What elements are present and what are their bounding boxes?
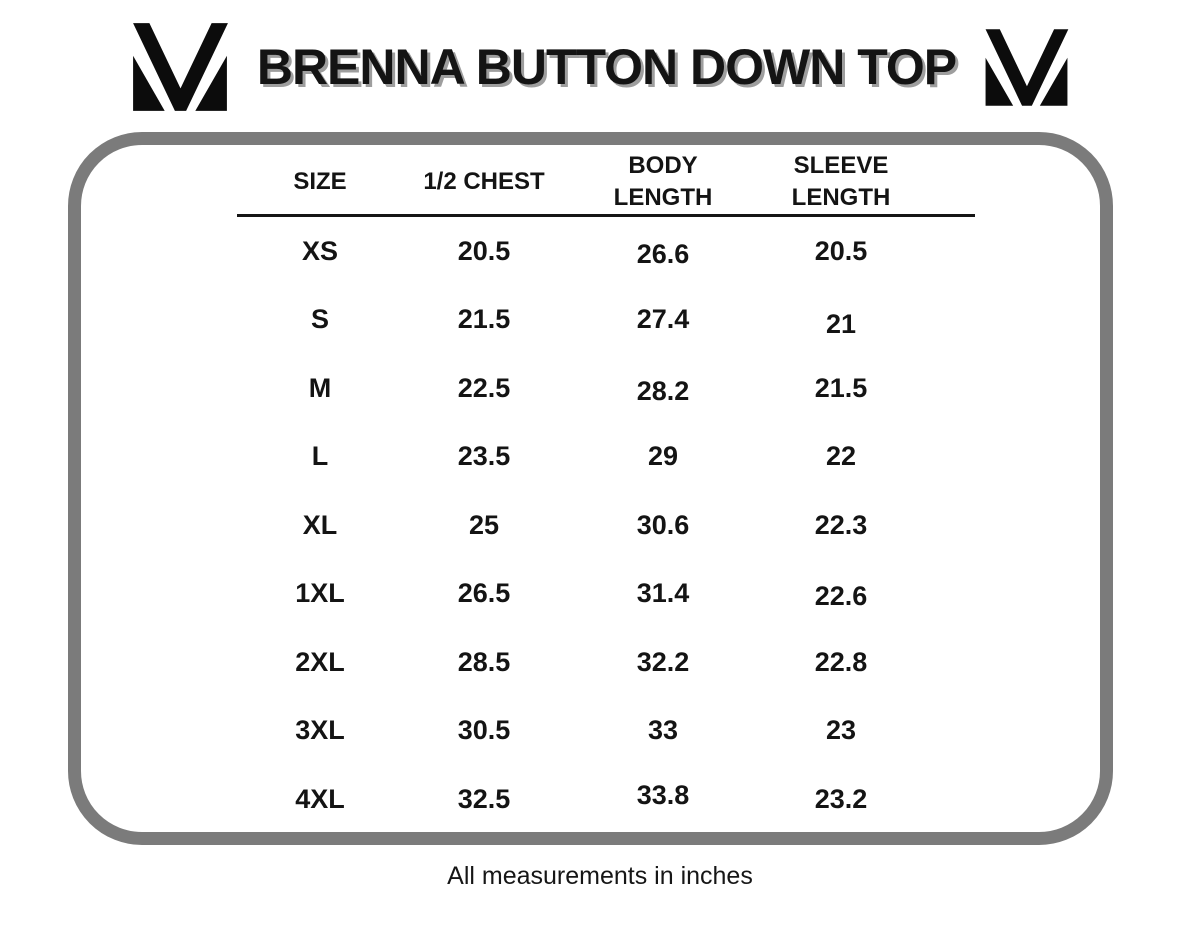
body-length-cell: 32.2: [636, 646, 690, 677]
half-chest-cell: 22.5: [457, 372, 511, 403]
size-cell: S: [310, 304, 329, 335]
brand-m-logo-icon: [132, 23, 228, 111]
table-header-row: SIZE 1/2 CHEST BODY LENGTH SLEEVE LENGTH: [237, 150, 975, 217]
size-cell: L: [311, 441, 329, 472]
half-chest-cell: 20.5: [457, 235, 511, 266]
sleeve-length-cell: 20.5: [814, 235, 868, 266]
size-cell: 3XL: [295, 715, 345, 746]
masthead: BRENNA BUTTON DOWN TOP: [0, 12, 1200, 122]
chart-border-panel: [68, 132, 1113, 845]
table-row: 4XL 32.5 33.8 23.2: [237, 765, 975, 834]
size-cell: M: [308, 372, 332, 403]
units-note: All measurements in inches: [447, 862, 753, 890]
sleeve-length-cell: 22.6: [814, 581, 868, 612]
brand-m-logo-icon: [985, 28, 1069, 106]
body-length-cell: 28.2: [636, 375, 690, 406]
half-chest-cell: 26.5: [457, 578, 511, 609]
table-row: XL 25 30.6 22.3: [237, 491, 975, 560]
body-length-cell: 33: [647, 715, 679, 746]
body-length-cell: 26.6: [636, 238, 690, 269]
table-row: S 21.5 27.4 21: [237, 286, 975, 355]
sleeve-length-cell: 22.3: [814, 509, 868, 540]
half-chest-cell: 21.5: [457, 304, 511, 335]
table-row: 1XL 26.5 31.4 22.6: [237, 560, 975, 629]
half-chest-cell: 25: [468, 509, 500, 540]
table-row: 3XL 30.5 33 23: [237, 697, 975, 766]
half-chest-cell: 30.5: [457, 715, 511, 746]
size-cell: 2XL: [295, 646, 345, 677]
sleeve-length-cell: 21: [825, 309, 857, 340]
half-chest-cell: 28.5: [457, 646, 511, 677]
half-chest-cell: 23.5: [457, 441, 511, 472]
sleeve-length-cell: 23.2: [814, 783, 868, 814]
body-length-cell: 29: [647, 441, 679, 472]
half-chest-cell: 32.5: [457, 783, 511, 814]
column-header-size: SIZE: [293, 168, 347, 196]
table-row: 2XL 28.5 32.2 22.8: [237, 628, 975, 697]
body-length-cell: 31.4: [636, 578, 690, 609]
table-row: L 23.5 29 22: [237, 423, 975, 492]
column-header-sleeve-length: SLEEVE LENGTH: [791, 152, 891, 212]
body-length-cell: 30.6: [636, 509, 690, 540]
page-title: BRENNA BUTTON DOWN TOP: [256, 39, 957, 95]
size-table: SIZE 1/2 CHEST BODY LENGTH SLEEVE LENGTH…: [237, 150, 975, 834]
sleeve-length-cell: 22.8: [814, 646, 868, 677]
table-body: XS 20.5 26.6 20.5 S 21.5 27.4 21 M 22.5 …: [237, 217, 975, 834]
size-cell: 1XL: [295, 578, 345, 609]
column-header-body-length: BODY LENGTH: [613, 152, 713, 212]
size-cell: 4XL: [295, 783, 345, 814]
sleeve-length-cell: 22: [825, 441, 857, 472]
body-length-cell: 27.4: [636, 304, 690, 335]
table-row: XS 20.5 26.6 20.5: [237, 217, 975, 286]
sleeve-length-cell: 23: [825, 715, 857, 746]
size-cell: XS: [301, 235, 339, 266]
table-row: M 22.5 28.2 21.5: [237, 354, 975, 423]
column-header-half-chest: 1/2 CHEST: [423, 168, 545, 196]
sleeve-length-cell: 21.5: [814, 372, 868, 403]
body-length-cell: 33.8: [636, 779, 690, 810]
size-cell: XL: [302, 509, 338, 540]
